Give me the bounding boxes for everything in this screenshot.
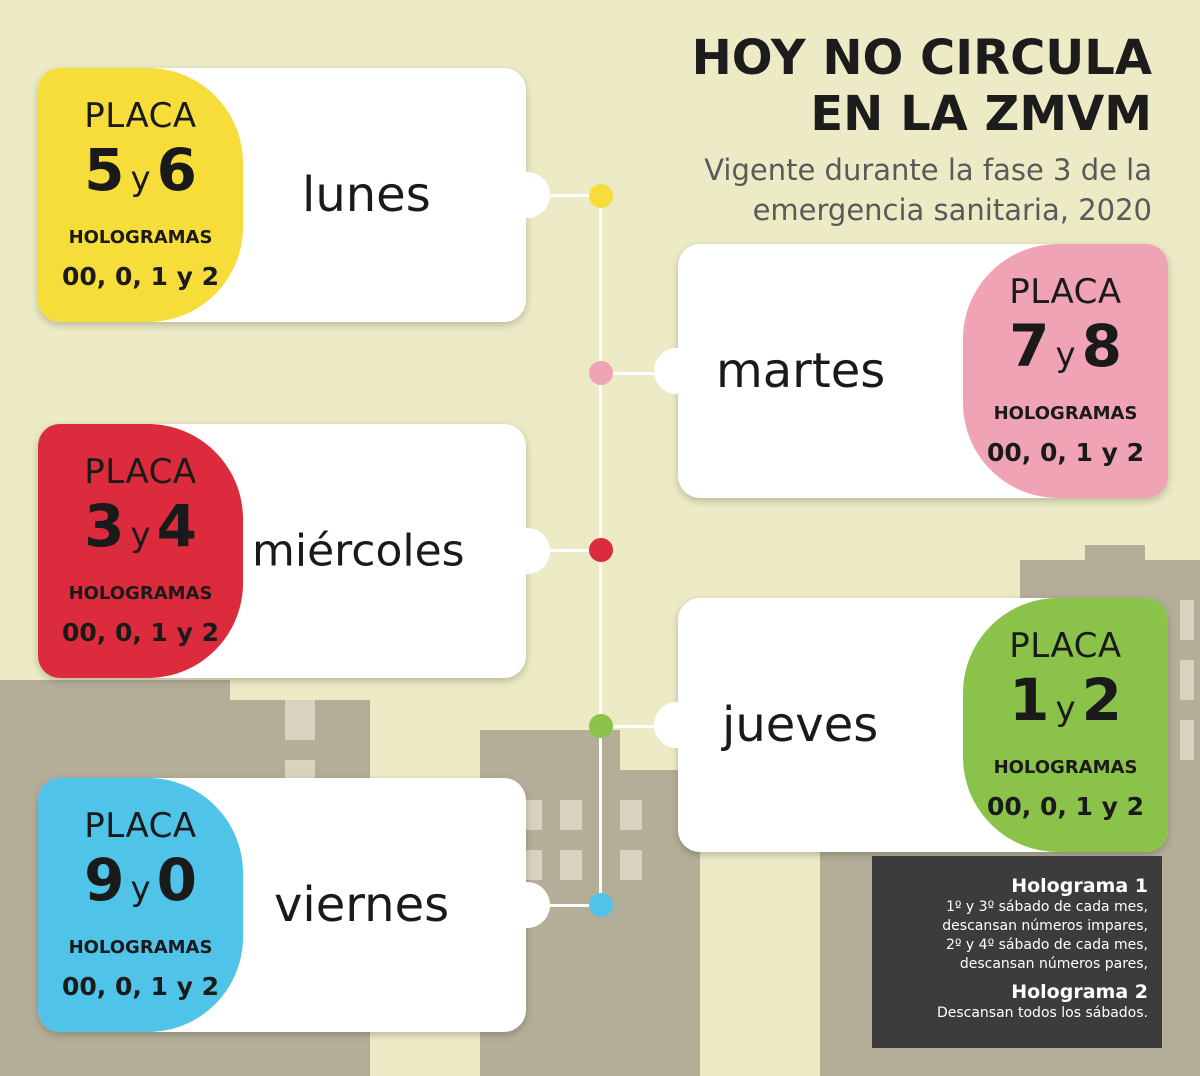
hologram-legend: Holograma 1 1º y 3º sábado de cada mes, …	[872, 856, 1162, 1048]
day-label-lunes: lunes	[302, 167, 431, 223]
day-label-viernes: viernes	[274, 877, 450, 933]
placa-number-2: 6	[156, 136, 197, 204]
placa-number-2: 2	[1081, 666, 1122, 734]
card-notch	[504, 882, 550, 928]
placa-number-1: 3	[84, 492, 125, 560]
placa-number-1: 1	[1009, 666, 1050, 734]
connector-lunes	[548, 194, 600, 197]
placa-connector: y	[1055, 335, 1076, 375]
placa-label: PLACA	[84, 452, 197, 492]
placa-number-1: 7	[1009, 312, 1050, 380]
placa-number-2: 4	[156, 492, 197, 560]
legend-line: descansan números pares,	[959, 956, 1148, 972]
subtitle: Vigente durante la fase 3 de la emergenc…	[704, 150, 1152, 230]
connector-viernes	[548, 904, 600, 907]
legend-heading-holograma-1: Holograma 1	[1011, 875, 1148, 897]
main-title: HOY NO CIRCULA EN LA ZMVM	[692, 30, 1152, 142]
placa-label: PLACA	[84, 96, 197, 136]
placa-connector: y	[1055, 689, 1076, 729]
hologramas-label: HOLOGRAMAS	[993, 403, 1138, 424]
placa-label: PLACA	[1009, 272, 1122, 312]
placa-number-1: 5	[84, 136, 125, 204]
hologramas-label: HOLOGRAMAS	[68, 227, 213, 248]
hologramas-values: 00, 0, 1 y 2	[61, 618, 220, 647]
connector-jueves	[600, 725, 660, 728]
legend-line: 2º y 4º sábado de cada mes,	[945, 937, 1148, 953]
legend-line: descansan números impares,	[942, 918, 1148, 934]
subtitle-line-1: Vigente durante la fase 3 de la	[704, 153, 1152, 187]
hologramas-label: HOLOGRAMAS	[68, 937, 213, 958]
timeline-dot-martes	[589, 361, 613, 385]
placa-label: PLACA	[1009, 626, 1122, 666]
placa-label: PLACA	[84, 806, 197, 846]
title-line-2: EN LA ZMVM	[810, 86, 1152, 142]
day-label-miercoles: miércoles	[252, 525, 465, 577]
timeline-dot-miercoles	[589, 538, 613, 562]
title-line-1: HOY NO CIRCULA	[691, 30, 1152, 86]
card-notch	[504, 528, 550, 574]
connector-miercoles	[548, 549, 600, 552]
hologramas-values: 00, 0, 1 y 2	[61, 972, 220, 1001]
card-notch	[654, 702, 700, 748]
placa-connector: y	[130, 159, 151, 199]
placa-number-2: 8	[1081, 312, 1122, 380]
legend-line: Descansan todos los sábados.	[936, 1005, 1148, 1021]
hologramas-values: 00, 0, 1 y 2	[61, 262, 220, 291]
timeline-dot-viernes	[589, 893, 613, 917]
hologramas-label: HOLOGRAMAS	[68, 583, 213, 604]
connector-martes	[600, 372, 660, 375]
timeline-dot-jueves	[589, 714, 613, 738]
hologramas-label: HOLOGRAMAS	[993, 757, 1138, 778]
placa-number-2: 0	[156, 846, 197, 914]
day-label-jueves: jueves	[722, 697, 879, 753]
card-notch	[654, 348, 700, 394]
placa-connector: y	[130, 869, 151, 909]
subtitle-line-2: emergencia sanitaria, 2020	[752, 193, 1152, 227]
timeline-dot-lunes	[589, 184, 613, 208]
legend-line: 1º y 3º sábado de cada mes,	[945, 899, 1148, 915]
legend-heading-holograma-2: Holograma 2	[1011, 981, 1148, 1003]
placa-number-1: 9	[84, 846, 125, 914]
hologramas-values: 00, 0, 1 y 2	[986, 792, 1145, 821]
hologramas-values: 00, 0, 1 y 2	[986, 438, 1145, 467]
card-notch	[504, 172, 550, 218]
day-label-martes: martes	[716, 343, 886, 399]
placa-connector: y	[130, 515, 151, 555]
